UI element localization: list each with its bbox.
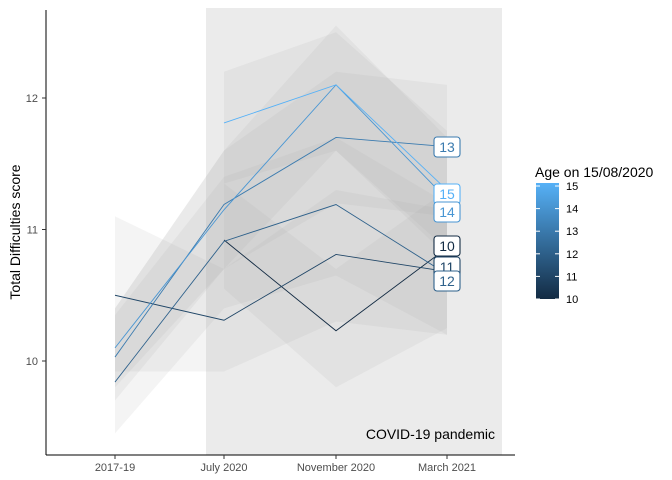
ci-ribbon-age-14 xyxy=(115,25,447,388)
axes: 2017-19 July 2020 November 2020 March 2021 1… xyxy=(26,10,515,474)
y-tick-label: 11 xyxy=(27,225,38,237)
end-label-age-10: 10 xyxy=(439,238,455,254)
end-label-age-14: 14 xyxy=(439,204,455,220)
legend: Age on 15/08/2020 10 11 12 13 14 15 xyxy=(535,164,654,306)
end-label-age-13: 13 xyxy=(439,139,455,155)
legend-tick-label: 10 xyxy=(566,294,578,306)
x-tick-label: March 2021 xyxy=(418,462,476,474)
end-label-box-age-14 xyxy=(433,201,461,223)
series-line-age-11 xyxy=(114,254,448,321)
end-label-box-age-13 xyxy=(433,136,461,158)
end-label-box-age-12 xyxy=(433,270,461,292)
end-label-age-15: 15 xyxy=(439,186,455,202)
end-label-box-age-10 xyxy=(433,235,461,257)
series-line-age-10 xyxy=(223,239,448,332)
legend-tick-label: 12 xyxy=(566,249,578,261)
end-label-age-12: 12 xyxy=(439,273,455,289)
legend-tick-label: 14 xyxy=(566,204,578,216)
x-tick-label: 2017-19 xyxy=(95,462,135,474)
legend-colorbar xyxy=(536,183,559,299)
ci-ribbon-age-10 xyxy=(224,183,447,388)
legend-tick-label: 11 xyxy=(566,271,577,283)
y-tick-label: 10 xyxy=(26,356,38,368)
legend-tick-label: 13 xyxy=(566,226,578,238)
ci-ribbon-age-11 xyxy=(115,190,447,372)
ci-ribbon-age-12 xyxy=(115,137,447,434)
legend-title: Age on 15/08/2020 xyxy=(535,164,654,180)
series-line-age-12 xyxy=(114,204,448,383)
legend-tick-label: 15 xyxy=(566,181,578,193)
y-axis-title: Total Difficulties score xyxy=(7,164,23,299)
x-tick-label: November 2020 xyxy=(297,462,375,474)
series-line-age-14 xyxy=(114,84,448,349)
y-tick-label: 12 xyxy=(26,93,38,105)
series-line-age-15 xyxy=(223,84,448,191)
x-tick-label: July 2020 xyxy=(200,462,247,474)
ci-ribbon-age-15 xyxy=(224,32,447,250)
covid-annotation: COVID-19 pandemic xyxy=(366,426,495,442)
ci-ribbon-age-13 xyxy=(115,71,447,401)
